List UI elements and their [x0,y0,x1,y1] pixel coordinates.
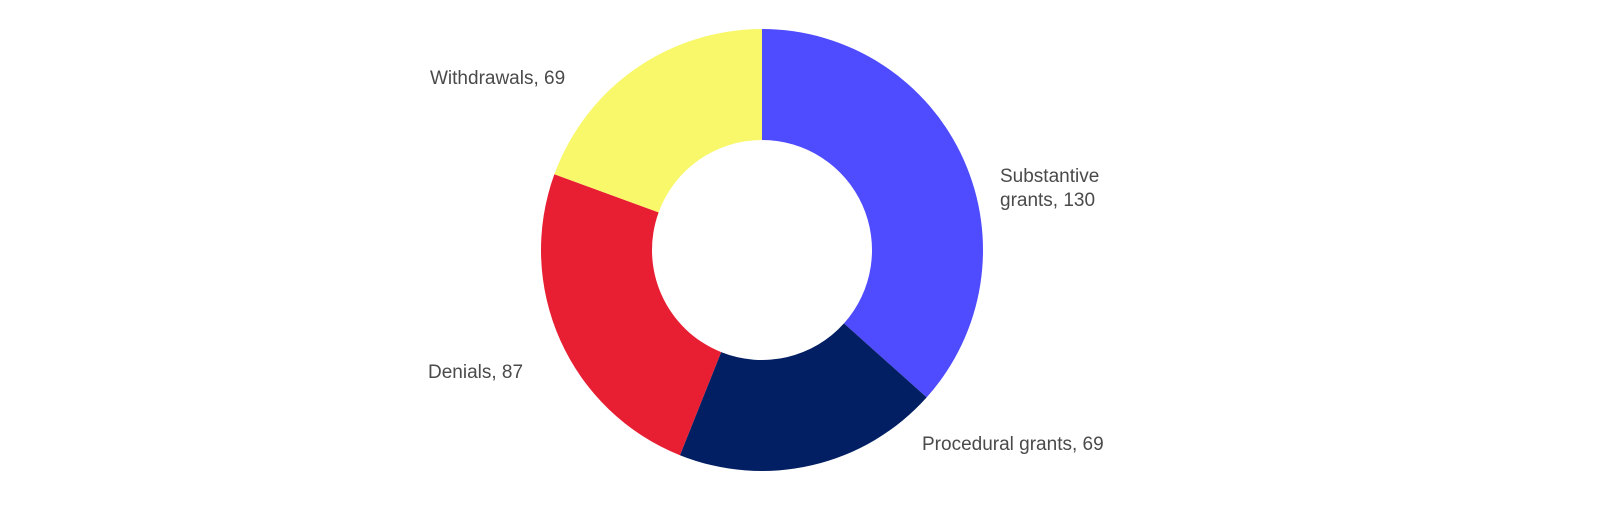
slice-label: Denials, 87 [428,362,524,383]
slice-label: Substantive grants, 130 [1000,166,1100,211]
donut-slice [554,29,762,213]
donut-slice [540,174,722,456]
slice-label: Withdrawals, 69 [430,68,566,89]
slice-label: Procedural grants, 69 [922,434,1104,455]
donut-slice [762,29,984,398]
donut-slice [679,323,927,472]
